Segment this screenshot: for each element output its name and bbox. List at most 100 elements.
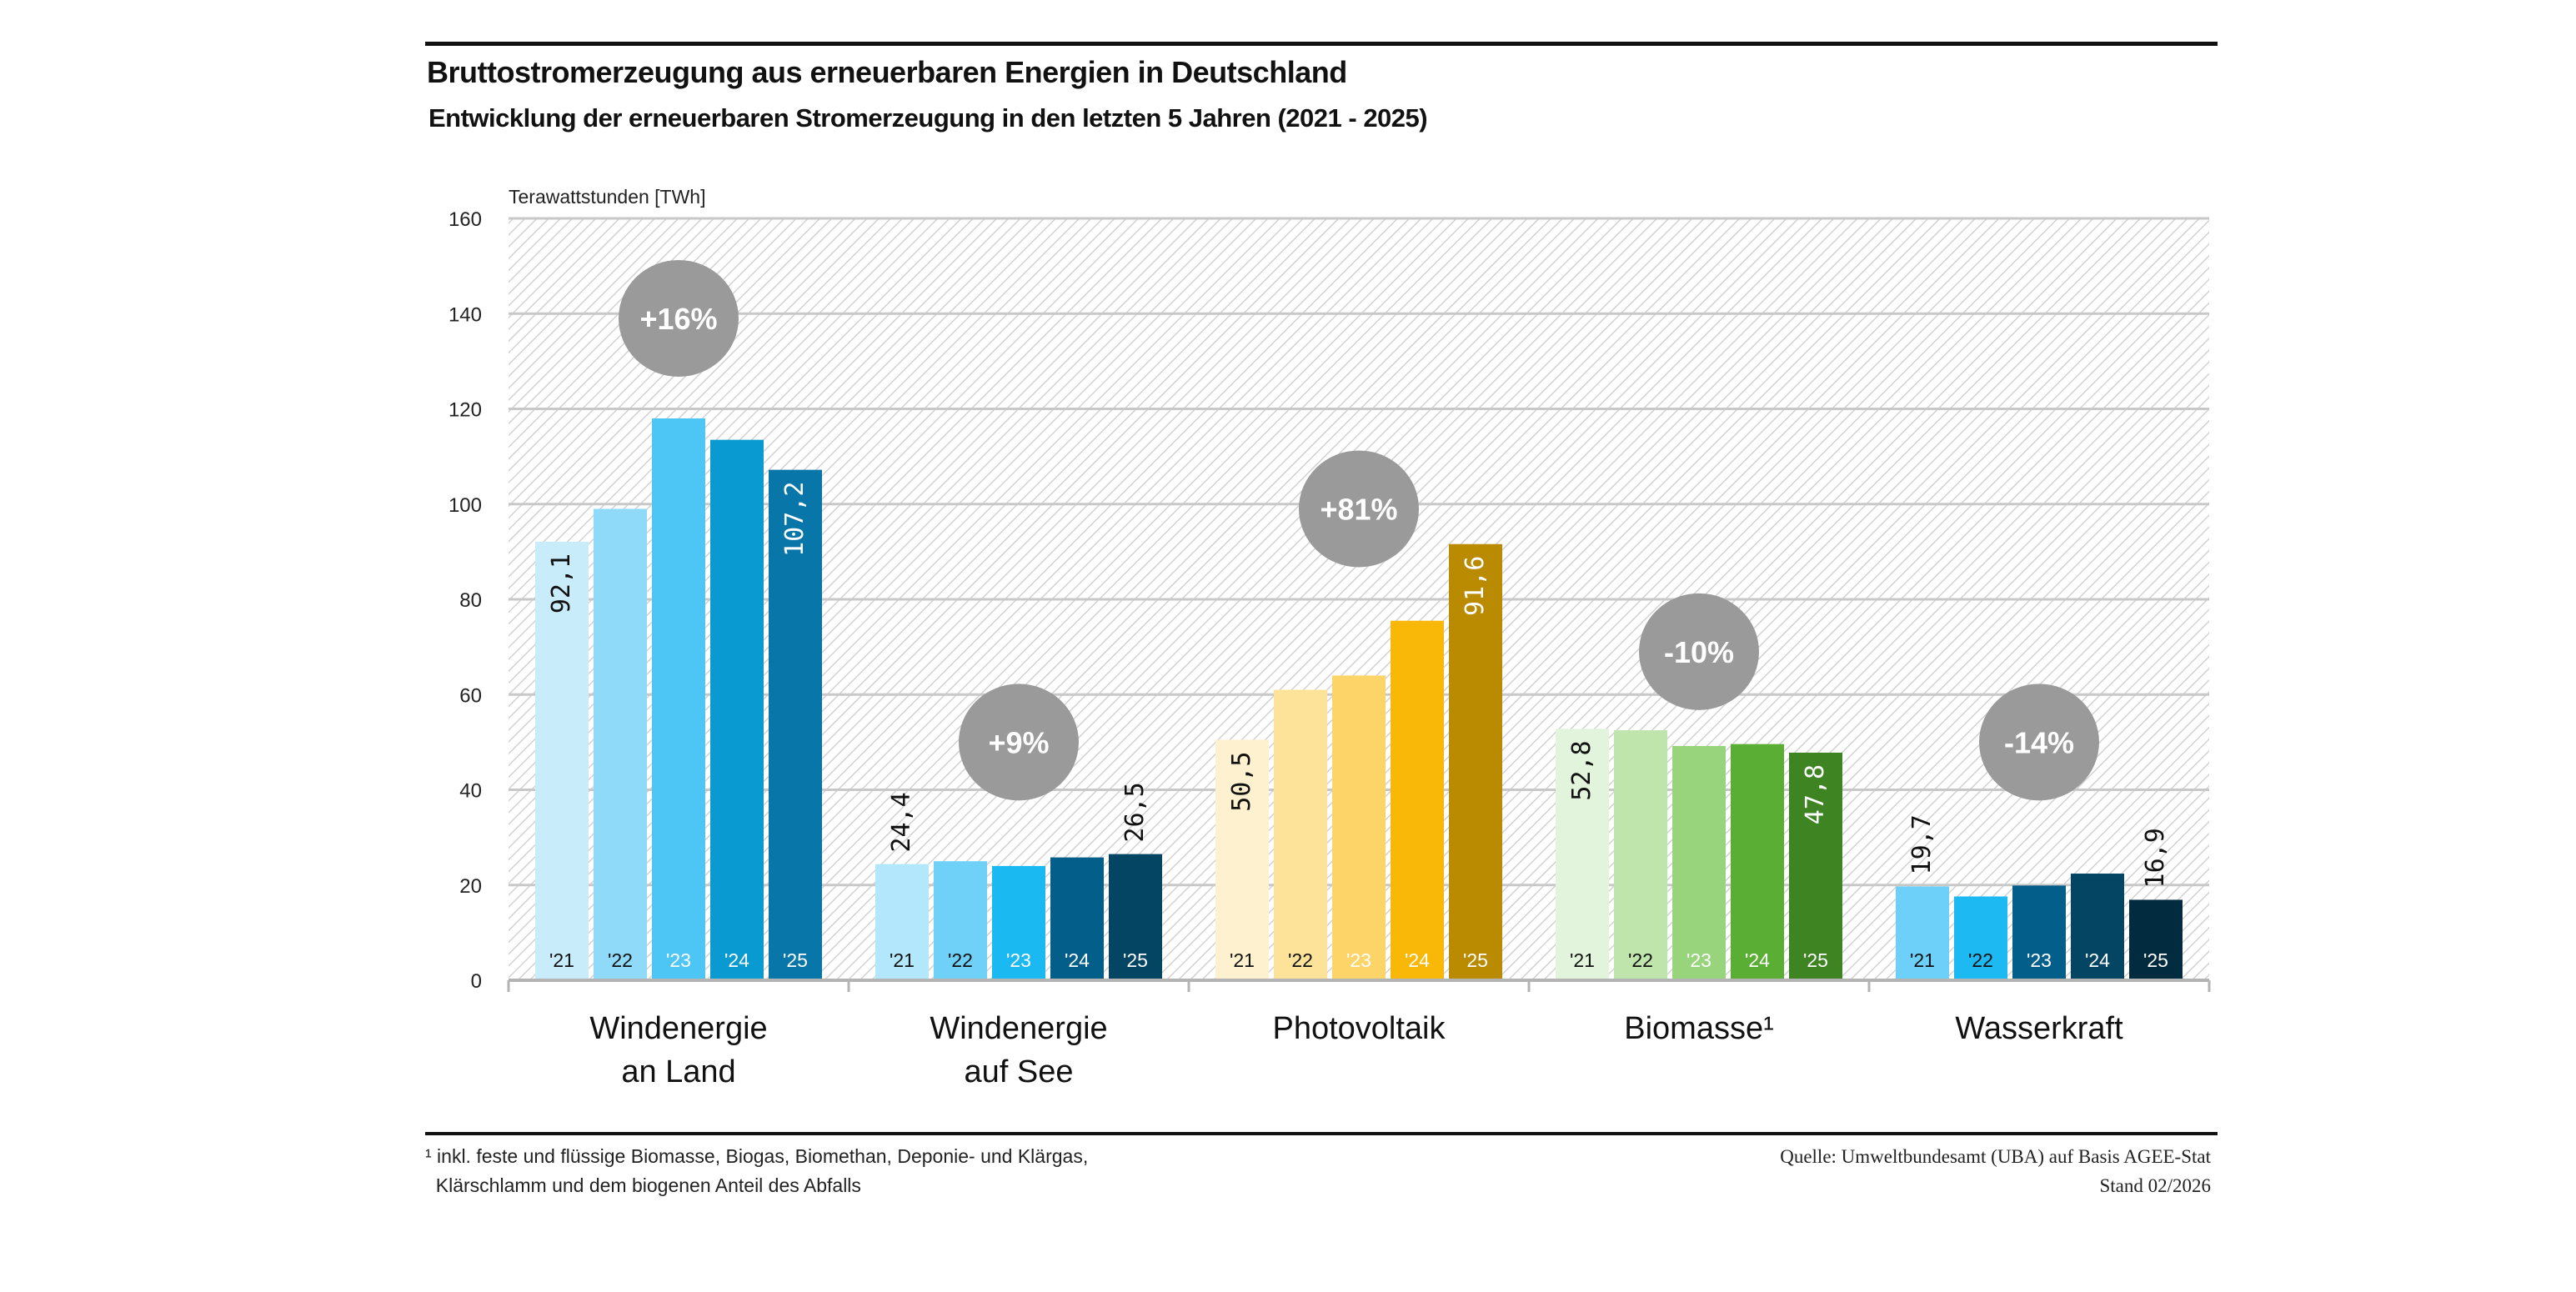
footnote-line-1: ¹ inkl. feste und flüssige Biomasse, Bio… <box>425 1145 1089 1167</box>
year-label: '22 <box>608 949 633 971</box>
year-label: '24 <box>1405 949 1430 971</box>
category-label: Windenergie <box>589 1011 767 1046</box>
bar-group: '21 24,4 '22 '23 '24 '25 26,5 +9% <box>875 684 1162 980</box>
year-label: '21 <box>549 949 574 971</box>
year-label: '25 <box>1123 949 1148 971</box>
year-label: '25 <box>1803 949 1828 971</box>
value-label: 47,8 <box>1801 764 1830 824</box>
change-bubble <box>1299 450 1419 568</box>
year-label: '24 <box>2085 949 2110 971</box>
change-bubble <box>1639 593 1759 710</box>
year-label: '25 <box>783 949 808 971</box>
year-label: '24 <box>1745 949 1770 971</box>
top-rule <box>425 42 2218 46</box>
year-label: '22 <box>1288 949 1313 971</box>
bar <box>1954 896 2007 980</box>
value-label: 24,4 <box>887 792 916 852</box>
category-label: Biomasse¹ <box>1624 1011 1774 1046</box>
bar <box>652 418 705 980</box>
bar <box>1050 857 1104 980</box>
y-axis-label: Terawattstunden [TWh] <box>509 186 706 208</box>
bar <box>594 508 647 980</box>
category-label: an Land <box>621 1054 735 1089</box>
bars: '2192,1'22'23'24'25107,2+16%'2124,4'22'2… <box>535 259 2183 980</box>
bar <box>1215 739 1269 980</box>
change-label: -10% <box>1664 635 1734 669</box>
bar <box>710 439 764 980</box>
year-label: '23 <box>666 949 691 971</box>
bar <box>1896 886 1949 980</box>
value-label: 16,9 <box>2141 828 2170 888</box>
change-bubble <box>1979 684 2099 801</box>
category-label: Wasserkraft <box>1955 1011 2123 1046</box>
change-bubble <box>959 684 1079 801</box>
bar <box>934 861 987 980</box>
year-label: '21 <box>1570 949 1595 971</box>
bar <box>2129 899 2183 980</box>
bar <box>2012 885 2066 980</box>
value-label: 92,1 <box>547 553 576 613</box>
bar <box>875 864 929 980</box>
bar <box>1789 752 1842 980</box>
category-label: Windenergie <box>930 1011 1107 1046</box>
bar <box>1614 730 1667 980</box>
value-label: 52,8 <box>1567 740 1596 800</box>
bar <box>1391 620 1444 980</box>
bar <box>1274 689 1327 980</box>
y-tick-label: 60 <box>459 684 482 707</box>
bar <box>992 865 1045 980</box>
bar <box>2071 874 2124 980</box>
source-block: Quelle: Umweltbundesamt (UBA) auf Basis … <box>1780 1142 2211 1200</box>
value-label: 91,6 <box>1461 556 1490 616</box>
bar-group: '21 52,8 '22 '23 '24 '25 47,8 -10% <box>1556 593 1842 980</box>
change-bubble <box>619 259 739 377</box>
year-label: '23 <box>1686 949 1711 971</box>
source-text: Quelle: Umweltbundesamt (UBA) auf Basis … <box>1780 1146 2211 1167</box>
bar <box>1556 729 1609 980</box>
year-label: '22 <box>1968 949 1993 971</box>
y-tick-label: 140 <box>449 303 482 326</box>
year-label: '23 <box>1346 949 1371 971</box>
value-label: 107,2 <box>780 482 809 557</box>
y-tick-label: 100 <box>449 494 482 517</box>
category-label: auf See <box>965 1054 1074 1089</box>
chart-title: Bruttostromerzeugung aus erneuerbaren En… <box>427 55 1347 89</box>
bar <box>769 469 822 980</box>
y-tick-label: 160 <box>449 208 482 231</box>
bar-group: '21 50,5 '22 '23 '24 '25 91,6 +81% <box>1215 450 1502 980</box>
bar <box>535 541 589 980</box>
year-label: '21 <box>1230 949 1255 971</box>
bar <box>1109 854 1162 980</box>
category-label: Photovoltaik <box>1272 1011 1446 1046</box>
year-label: '22 <box>1628 949 1653 971</box>
value-label: 50,5 <box>1227 752 1256 812</box>
year-label: '25 <box>2143 949 2168 971</box>
chart-subtitle: Entwicklung der erneuerbaren Stromerzeug… <box>428 103 1428 133</box>
y-tick-label: 0 <box>471 970 482 993</box>
y-tick-label: 120 <box>449 399 482 422</box>
bar <box>1731 744 1784 980</box>
bar <box>1672 745 1726 980</box>
year-label: '23 <box>1006 949 1031 971</box>
change-label: -14% <box>2004 725 2074 759</box>
change-label: +9% <box>988 725 1049 759</box>
year-label: '21 <box>1910 949 1935 971</box>
footer-rule <box>425 1132 2218 1135</box>
footnote-line-2: Klärschlamm und dem biogenen Anteil des … <box>425 1174 861 1196</box>
year-label: '25 <box>1463 949 1488 971</box>
bar <box>1449 543 1502 980</box>
y-tick-label: 80 <box>459 589 482 612</box>
y-axis: 0 20 40 60 80 100 120 140 160 <box>449 208 482 993</box>
bar-chart: 0 20 40 60 80 100 120 140 160 Terawattstunden [T… <box>449 186 2211 1089</box>
bar <box>1332 675 1386 980</box>
date-text: Stand 02/2026 <box>2099 1175 2211 1196</box>
x-axis: Windenergie an Land Windenergie auf See Phot… <box>507 979 2211 1089</box>
change-label: +16% <box>639 302 717 336</box>
footnote: ¹ inkl. feste und flüssige Biomasse, Bio… <box>425 1142 1088 1200</box>
y-tick-label: 40 <box>459 780 482 803</box>
year-label: '23 <box>2027 949 2052 971</box>
value-label: 26,5 <box>1120 782 1150 842</box>
year-label: '24 <box>1065 949 1090 971</box>
year-label: '24 <box>724 949 749 971</box>
y-tick-label: 20 <box>459 875 482 898</box>
